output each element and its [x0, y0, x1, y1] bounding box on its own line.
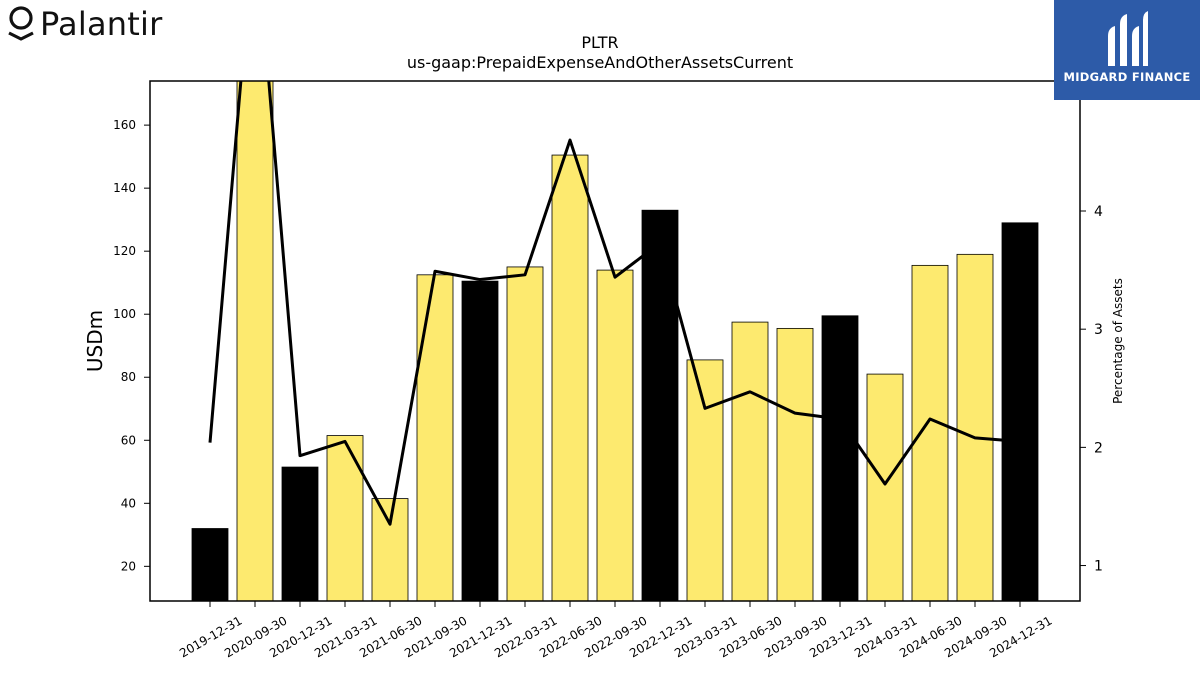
- y-tick-label: 20: [121, 559, 136, 573]
- midgard-logo-icon: [1108, 11, 1148, 66]
- percentage-line: [208, 81, 1021, 526]
- bar-2022-09-30: [596, 269, 634, 601]
- bar-2021-12-31: [461, 280, 499, 601]
- y-axis-label: USDm: [83, 310, 107, 372]
- partner-logo: MIDGARD FINANCE: [1054, 0, 1200, 100]
- bar-2020-09-30: [236, 81, 274, 601]
- y-tick-label: 120: [113, 244, 136, 258]
- bar-2020-12-31: [281, 466, 319, 601]
- bar-2023-09-30: [776, 327, 814, 601]
- y2-tick-label: 1: [1094, 559, 1103, 575]
- plot-area: [191, 81, 1039, 601]
- bar-2024-03-31: [866, 373, 904, 601]
- company-logo-text: Palantir: [40, 5, 163, 43]
- bar-2021-09-30: [416, 274, 454, 601]
- y-tick-label: 160: [113, 118, 136, 132]
- y-tick-label: 80: [121, 370, 136, 384]
- bar-2023-06-30: [731, 321, 769, 601]
- y2-tick-label: 4: [1094, 204, 1103, 220]
- company-logo: Palantir: [6, 4, 162, 44]
- chart-title-concept: us-gaap:PrepaidExpenseAndOtherAssetsCurr…: [406, 53, 794, 72]
- y2-axis-label: Percentage of Assets: [1111, 278, 1125, 404]
- bar-2022-12-31: [641, 209, 679, 601]
- bar-2024-06-30: [911, 264, 949, 601]
- y-tick-label: 60: [121, 433, 136, 447]
- chart-title-ticker: PLTR: [581, 33, 619, 52]
- bar-2023-03-31: [686, 359, 724, 601]
- y2-tick-label: 3: [1094, 322, 1103, 338]
- bar-2019-12-31: [191, 528, 229, 601]
- bar-2021-03-31: [326, 435, 364, 601]
- palantir-logo-icon: [8, 6, 34, 41]
- bar-2021-06-30: [371, 498, 409, 601]
- bar-2022-06-30: [551, 154, 589, 601]
- y-tick-label: 40: [121, 496, 136, 510]
- y2-tick-label: 2: [1094, 440, 1103, 456]
- bar-2024-09-30: [956, 253, 994, 601]
- y-tick-label: 140: [113, 181, 136, 195]
- bar-2024-12-31: [1001, 222, 1039, 601]
- y-tick-label: 100: [113, 307, 136, 321]
- bar-2023-12-31: [821, 315, 859, 601]
- partner-logo-text: MIDGARD FINANCE: [1063, 70, 1191, 84]
- bar-2022-03-31: [506, 266, 544, 601]
